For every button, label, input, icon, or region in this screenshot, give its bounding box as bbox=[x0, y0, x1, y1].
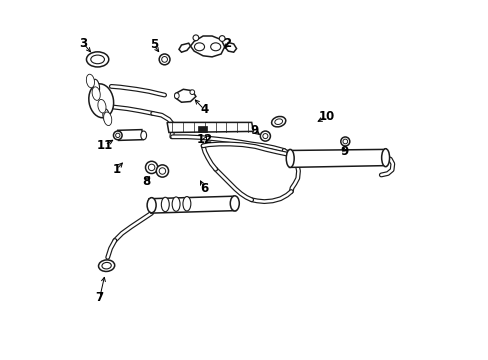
Ellipse shape bbox=[161, 197, 169, 212]
Polygon shape bbox=[118, 130, 142, 140]
Ellipse shape bbox=[148, 164, 155, 171]
Polygon shape bbox=[287, 149, 386, 167]
Ellipse shape bbox=[91, 55, 104, 64]
Ellipse shape bbox=[285, 149, 294, 167]
Ellipse shape bbox=[159, 168, 165, 174]
Polygon shape bbox=[167, 122, 253, 132]
Text: 1: 1 bbox=[112, 163, 121, 176]
Polygon shape bbox=[179, 43, 190, 52]
Ellipse shape bbox=[145, 161, 158, 174]
Ellipse shape bbox=[86, 52, 108, 67]
Text: 5: 5 bbox=[149, 39, 158, 51]
Ellipse shape bbox=[274, 119, 282, 125]
Ellipse shape bbox=[156, 165, 168, 177]
Ellipse shape bbox=[159, 54, 170, 65]
Ellipse shape bbox=[89, 84, 113, 118]
Ellipse shape bbox=[263, 134, 267, 139]
Ellipse shape bbox=[210, 43, 220, 51]
Ellipse shape bbox=[102, 262, 111, 269]
Text: 7: 7 bbox=[96, 291, 103, 304]
Ellipse shape bbox=[381, 149, 389, 167]
Polygon shape bbox=[149, 196, 236, 213]
Ellipse shape bbox=[113, 131, 122, 140]
Ellipse shape bbox=[147, 198, 156, 213]
Text: 11: 11 bbox=[97, 139, 113, 152]
Ellipse shape bbox=[162, 57, 167, 62]
Ellipse shape bbox=[103, 112, 112, 126]
Ellipse shape bbox=[219, 36, 224, 41]
Polygon shape bbox=[197, 126, 206, 132]
Ellipse shape bbox=[102, 109, 109, 123]
Ellipse shape bbox=[99, 260, 115, 271]
Text: 4: 4 bbox=[200, 103, 208, 116]
Ellipse shape bbox=[92, 87, 100, 100]
Text: 8: 8 bbox=[142, 175, 150, 188]
Ellipse shape bbox=[194, 43, 204, 51]
Polygon shape bbox=[175, 89, 196, 102]
Polygon shape bbox=[190, 36, 224, 57]
Text: 2: 2 bbox=[223, 37, 231, 50]
Ellipse shape bbox=[342, 139, 347, 144]
Text: 12: 12 bbox=[196, 133, 213, 146]
Ellipse shape bbox=[260, 131, 270, 141]
Text: 9: 9 bbox=[250, 124, 258, 137]
Ellipse shape bbox=[230, 196, 239, 211]
Ellipse shape bbox=[271, 117, 285, 127]
Ellipse shape bbox=[183, 197, 190, 211]
Ellipse shape bbox=[115, 133, 120, 138]
Ellipse shape bbox=[86, 74, 94, 88]
Text: 6: 6 bbox=[200, 182, 208, 195]
Polygon shape bbox=[224, 42, 236, 52]
Ellipse shape bbox=[174, 93, 179, 99]
Text: 3: 3 bbox=[79, 37, 87, 50]
Ellipse shape bbox=[98, 99, 106, 113]
Text: 9: 9 bbox=[340, 145, 348, 158]
Ellipse shape bbox=[141, 131, 146, 140]
Ellipse shape bbox=[189, 90, 194, 94]
Ellipse shape bbox=[93, 79, 100, 94]
Ellipse shape bbox=[193, 35, 199, 41]
Ellipse shape bbox=[340, 137, 349, 146]
Ellipse shape bbox=[172, 197, 180, 211]
Text: 10: 10 bbox=[318, 111, 334, 123]
